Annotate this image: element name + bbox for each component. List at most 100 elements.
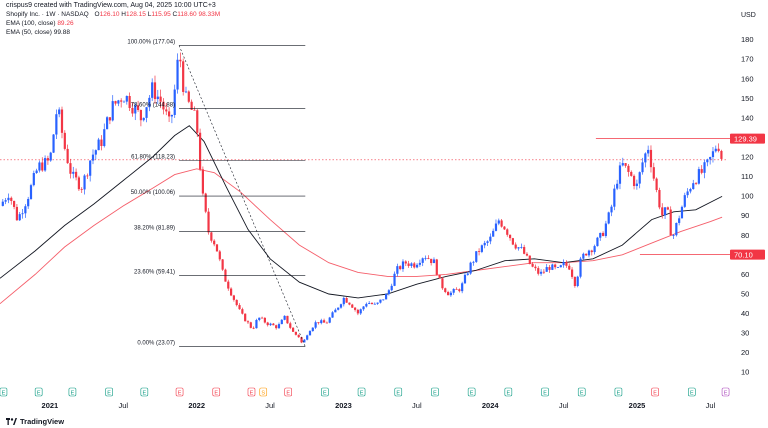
candle[interactable] [382,299,385,301]
candle[interactable] [669,209,672,236]
candle[interactable] [66,148,69,164]
candle[interactable] [475,251,478,262]
event-marker[interactable] [212,387,221,397]
candle[interactable] [86,175,89,177]
candle[interactable] [678,218,681,223]
candle[interactable] [339,304,343,308]
event-marker[interactable] [467,387,476,397]
ema100-line[interactable] [0,168,723,305]
candle[interactable] [489,236,492,242]
candle[interactable] [663,207,667,216]
candle[interactable] [582,253,585,259]
candle[interactable] [351,304,354,308]
candle[interactable] [145,107,148,118]
candle[interactable] [111,101,114,121]
candle[interactable] [43,158,47,171]
candle[interactable] [207,211,210,233]
candle[interactable] [58,109,61,115]
candle[interactable] [528,255,531,264]
candle[interactable] [190,101,193,110]
candle[interactable] [187,91,190,102]
event-marker[interactable] [105,387,113,397]
event-marker[interactable] [259,387,268,397]
event-marker[interactable] [577,387,586,397]
event-marker[interactable] [614,387,623,397]
event-marker[interactable] [247,387,256,397]
candle[interactable] [80,189,83,190]
candle[interactable] [661,207,664,216]
candle[interactable] [717,148,720,151]
candle[interactable] [213,240,216,245]
candle[interactable] [52,134,55,153]
candle[interactable] [539,271,543,274]
fib-trend-line[interactable] [178,45,306,347]
candle[interactable] [438,274,441,279]
candle[interactable] [125,95,128,102]
candle[interactable] [134,105,137,114]
candle[interactable] [500,220,503,227]
candle[interactable] [675,222,678,236]
candle[interactable] [421,258,424,263]
candle[interactable] [452,288,455,293]
candle[interactable] [348,302,351,305]
candle[interactable] [396,266,399,274]
candle[interactable] [655,178,658,190]
candle[interactable] [607,212,610,224]
candle[interactable] [401,261,405,270]
candle[interactable] [686,191,689,196]
candle[interactable] [703,162,706,173]
candle[interactable] [325,322,328,324]
candle[interactable] [458,289,461,292]
candle[interactable] [587,250,591,256]
candle[interactable] [601,232,605,236]
candle[interactable] [525,253,529,256]
candle[interactable] [680,206,684,219]
candle[interactable] [122,101,126,103]
candle[interactable] [585,253,588,256]
candle[interactable] [353,307,357,310]
candle[interactable] [29,185,33,199]
candle[interactable] [514,244,517,249]
candle[interactable] [291,327,295,332]
candle[interactable] [306,335,309,340]
candle[interactable] [105,117,109,130]
candle[interactable] [182,61,185,92]
candle[interactable] [365,303,368,307]
candle[interactable] [210,232,213,241]
candle[interactable] [556,267,560,269]
candle[interactable] [334,309,337,313]
candle[interactable] [576,276,579,287]
candle[interactable] [647,149,650,154]
candle[interactable] [120,100,123,102]
candle[interactable] [630,171,633,176]
candle[interactable] [542,271,545,273]
candle[interactable] [260,317,264,319]
tradingview-brand[interactable]: TradingView [6,417,64,426]
candle[interactable] [342,297,345,305]
candle[interactable] [38,162,41,171]
candle[interactable] [621,163,624,166]
candle[interactable] [593,246,596,253]
candle[interactable] [258,317,261,320]
candle[interactable] [570,269,574,277]
candle[interactable] [427,257,430,259]
candle[interactable] [683,195,686,207]
candle[interactable] [390,285,393,291]
candle[interactable] [289,323,292,328]
candle[interactable] [218,251,221,260]
candle[interactable] [466,273,469,275]
candle[interactable] [604,223,607,236]
candle[interactable] [559,265,562,268]
candle[interactable] [523,246,526,254]
candle[interactable] [463,274,467,284]
candle[interactable] [12,200,16,207]
candle[interactable] [69,163,72,174]
candle[interactable] [136,105,140,110]
candle[interactable] [60,109,64,133]
candle[interactable] [517,247,520,249]
candle[interactable] [709,157,712,160]
candle[interactable] [449,292,452,296]
candle[interactable] [198,132,202,170]
candle[interactable] [94,150,97,155]
candle[interactable] [441,278,444,289]
